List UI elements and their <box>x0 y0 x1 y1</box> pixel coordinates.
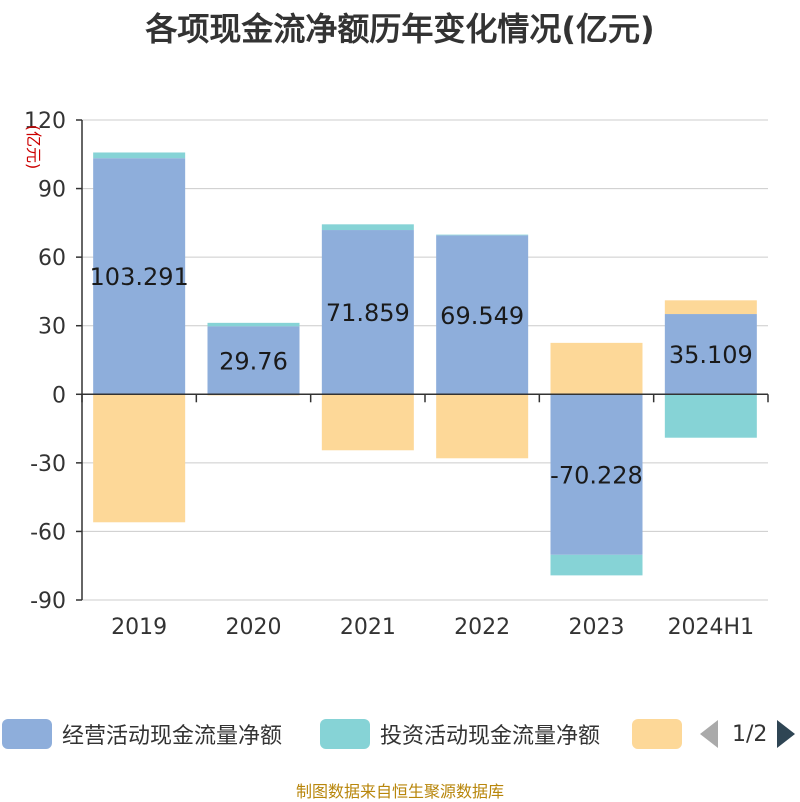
y-tick-label: 90 <box>38 178 66 203</box>
legend-swatch-financing <box>632 719 682 749</box>
bar-2023-series0 <box>550 394 643 555</box>
footer-source: 制图数据来自恒生聚源数据库 <box>295 782 504 801</box>
pager-prev-icon[interactable] <box>700 720 718 748</box>
y-tick-label: 120 <box>24 109 66 134</box>
bar-2024H1-series2 <box>664 300 757 315</box>
pager-text: 1/2 <box>732 721 768 747</box>
x-tick-label: 2023 <box>569 615 625 640</box>
legend-swatch-operating <box>2 719 52 749</box>
bar-2019-series0 <box>93 158 186 395</box>
data-label: 35.109 <box>669 341 753 369</box>
data-label: -70.228 <box>550 462 643 490</box>
x-tick-label: 2022 <box>454 615 510 640</box>
bar-2022-series2 <box>436 394 529 459</box>
y-tick-label: 30 <box>38 315 66 340</box>
y-tick-label: -90 <box>30 589 66 614</box>
bar-2021-series2 <box>321 394 414 451</box>
x-tick-label: 2019 <box>111 615 167 640</box>
grid-lines <box>82 119 768 601</box>
y-tick-label: -60 <box>30 520 66 545</box>
data-label: 69.549 <box>440 302 524 330</box>
bar-2022-series1 <box>436 234 529 236</box>
bar-2020-series1 <box>207 322 300 327</box>
data-label: 71.859 <box>326 299 410 327</box>
bars <box>93 152 757 576</box>
chart-plot: 120 90 60 30 0 -30 -60 -90 (亿元) 2019 2020 2021 2022 2… <box>24 109 769 640</box>
y-tick-label: -30 <box>30 452 66 477</box>
legend-label-investing: 投资活动现金流量净额 <box>380 724 601 749</box>
x-tick-label: 2021 <box>340 615 396 640</box>
pager-next-icon[interactable] <box>777 720 796 748</box>
legend-item-investing[interactable]: 投资活动现金流量净额 <box>320 718 600 750</box>
bar-2020-series0 <box>207 326 300 395</box>
y-tick-label: 0 <box>52 383 66 408</box>
bar-2024H1-series0 <box>664 314 757 395</box>
x-tick-label: 2020 <box>226 615 282 640</box>
x-tick-label: 2024H1 <box>668 615 755 640</box>
legend-swatch-investing <box>320 719 370 749</box>
data-label: 29.76 <box>219 347 288 375</box>
bar-2023-series1 <box>550 554 643 576</box>
bar-2021-series1 <box>321 224 414 231</box>
y-axis-unit-label: (亿元) <box>24 125 43 170</box>
bar-2021-series0 <box>321 230 414 395</box>
axes: 120 90 60 30 0 -30 -60 -90 (亿元) 2019 2020 2021 2022 2… <box>24 109 769 640</box>
bar-2022-series0 <box>436 235 529 395</box>
legend-pager: 1/2 <box>700 718 796 750</box>
chart-title: 各项现金流净额历年变化情况(亿元) <box>145 10 655 48</box>
legend: 经营活动现金流量净额 投资活动现金流量净额 1/2 <box>0 712 800 756</box>
data-labels: 103.291 29.76 71.859 69.549 -70.228 35.109 <box>90 263 753 489</box>
legend-item-financing[interactable] <box>632 718 682 750</box>
bar-2019-series2 <box>93 394 186 523</box>
data-label: 103.291 <box>90 263 189 291</box>
y-tick-label: 60 <box>38 246 66 271</box>
bar-2019-series1 <box>93 152 186 159</box>
bar-2023-series2 <box>550 342 643 395</box>
legend-item-operating[interactable]: 经营活动现金流量净额 <box>2 718 282 750</box>
legend-label-operating: 经营活动现金流量净额 <box>62 724 283 749</box>
bar-2024H1-series1 <box>664 394 757 438</box>
